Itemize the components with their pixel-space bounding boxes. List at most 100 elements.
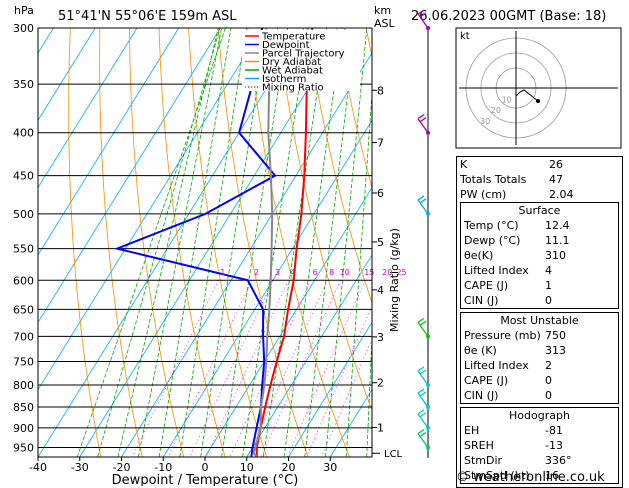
wind-barb-feather <box>420 413 426 417</box>
surface-row: CAPE (J)1 <box>461 278 618 293</box>
wind-barb-staff <box>418 322 428 336</box>
pressure-tick-label: 300 <box>13 22 34 35</box>
km-tick-label: 6 <box>377 187 384 200</box>
hodograph-row: EH -81 <box>461 423 618 438</box>
most-unstable-value: 750 <box>545 328 615 343</box>
wet-adiabat-line <box>325 28 366 457</box>
x-axis-title: Dewpoint / Temperature (°C) <box>112 473 299 486</box>
wind-barb-feather <box>420 433 426 437</box>
km-tick-label: 5 <box>377 236 384 249</box>
pressure-tick-label: 800 <box>13 379 34 392</box>
dry-adiabat-line <box>337 28 474 457</box>
index-label: PW (cm) <box>460 187 506 202</box>
mixing-ratio-label: 6 <box>313 268 318 277</box>
pressure-tick-label: 600 <box>13 274 34 287</box>
most-unstable-row: Pressure (mb) 750 <box>461 328 618 343</box>
mixing-ratio-label: 15 <box>364 268 374 277</box>
index-row: K 26 <box>457 157 622 172</box>
index-row: PW (cm) 2.04 <box>457 187 622 202</box>
y2-axis-title: Mixing Ratio (g/kg) <box>388 228 401 332</box>
wind-barb-staff <box>418 200 428 214</box>
wind-barb-feather <box>418 318 424 322</box>
footer-credit[interactable]: © weatheronline.co.uk <box>456 470 605 485</box>
pressure-tick-label: 450 <box>13 170 34 183</box>
wind-barb-staff <box>418 371 428 385</box>
wind-barb-dot <box>426 334 430 338</box>
mixing-ratio-label: 3 <box>275 268 280 277</box>
surface-label: Lifted Index <box>464 263 529 278</box>
hodograph-ring-label: 20 <box>491 106 501 115</box>
surface-row: CIN (J)0 <box>461 293 618 308</box>
wet-adiabat-line <box>180 28 247 457</box>
most-unstable-value: 0 <box>545 373 615 388</box>
surface-value: 12.4 <box>545 218 615 233</box>
km-tick-label: 8 <box>377 84 384 97</box>
km-tick-label: 3 <box>377 331 384 344</box>
surface-row: Temp (°C)12.4 <box>461 218 618 233</box>
pressure-tick-label: 950 <box>13 442 34 455</box>
x-tick-label: -30 <box>71 461 89 474</box>
hodograph-value: -13 <box>545 438 615 453</box>
surface-value: 310 <box>545 248 615 263</box>
surface-label: Dewp (°C) <box>464 233 520 248</box>
index-value: 26 <box>549 157 619 172</box>
most-unstable-row: CIN (J)0 <box>461 388 618 403</box>
dry-adiabat-line <box>159 28 225 457</box>
pressure-tick-label: 750 <box>13 356 34 369</box>
pressure-tick-label: 400 <box>13 127 34 140</box>
surface-value: 4 <box>545 263 615 278</box>
hodograph-value: -81 <box>545 423 615 438</box>
mixing-ratio-line <box>132 280 218 457</box>
index-value: 47 <box>549 172 619 187</box>
asl-label: ASL <box>374 17 396 30</box>
wind-barb-dot <box>426 426 430 430</box>
mixing-ratio-label: 2 <box>254 268 259 277</box>
x-tick-label: -40 <box>29 461 47 474</box>
km-tick-label: 2 <box>377 377 384 390</box>
mixing-ratio-line <box>287 280 365 457</box>
hodograph-label: StmDir <box>464 453 502 468</box>
most-unstable-label: Lifted Index <box>464 358 529 373</box>
wind-barb-feather <box>418 196 424 200</box>
most-unstable-label: CIN (J) <box>464 388 498 403</box>
hodograph-title: Hodograph <box>461 408 618 423</box>
most-unstable-label: Pressure (mb) <box>464 328 541 343</box>
legend-label: Mixing Ratio <box>262 83 324 94</box>
location-title: 51°41'N 55°06'E 159m ASL <box>58 9 237 24</box>
wind-barb-feather <box>418 389 424 393</box>
wind-barb-dot <box>426 131 430 135</box>
surface-row: Dewp (°C)11.1 <box>461 233 618 248</box>
hodograph-ring-label: 30 <box>480 117 490 126</box>
y-axis-ticks: 3003504004505005506006507007508008509009… <box>13 22 34 455</box>
wet-adiabat-lines <box>77 28 386 457</box>
index-value: 2.04 <box>549 187 619 202</box>
index-label: K <box>460 157 467 172</box>
series-line-dewpoint <box>117 28 275 457</box>
mixing-ratio-label: 10 <box>340 268 350 277</box>
hodograph-label: EH <box>464 423 479 438</box>
km-tick-label: 4 <box>377 284 384 297</box>
surface-label: θe(K) <box>464 248 493 263</box>
km-tick-label: 1 <box>377 421 384 434</box>
dry-adiabat-line <box>100 28 143 457</box>
most-unstable-label: CAPE (J) <box>464 373 508 388</box>
wind-barb-staff <box>418 393 428 407</box>
km-label: km <box>374 4 391 17</box>
most-unstable-value: 2 <box>545 358 615 373</box>
isotherm-line <box>205 28 471 457</box>
wind-barb-feather <box>420 392 426 396</box>
wind-barb-dot <box>426 405 430 409</box>
dry-adiabat-line <box>130 28 184 457</box>
wind-barb-dot <box>426 26 430 30</box>
hodograph-ring-label: 10 <box>502 95 512 104</box>
hodograph-label: SREH <box>464 438 494 453</box>
most-unstable-row: Lifted Index 2 <box>461 358 618 373</box>
wind-barb-feather <box>418 115 424 119</box>
most-unstable-value: 313 <box>545 343 615 358</box>
hpa-label: hPa <box>14 4 34 17</box>
